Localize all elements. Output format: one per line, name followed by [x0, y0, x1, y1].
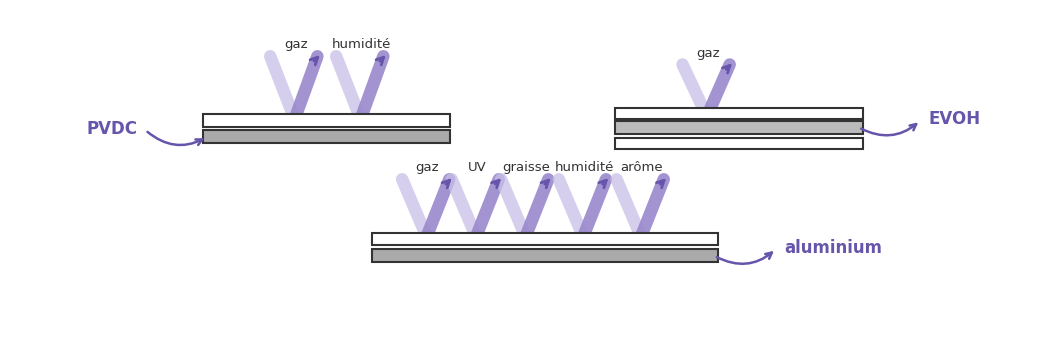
Bar — [203, 114, 450, 127]
Text: gaz: gaz — [416, 162, 439, 174]
FancyArrowPatch shape — [861, 124, 916, 135]
Bar — [615, 120, 863, 134]
FancyArrowPatch shape — [148, 132, 202, 145]
Bar — [615, 138, 863, 149]
Text: arôme: arôme — [620, 162, 663, 174]
Text: UV: UV — [468, 162, 486, 174]
Text: gaz: gaz — [284, 38, 307, 51]
Text: graisse: graisse — [502, 162, 550, 174]
Text: PVDC: PVDC — [86, 120, 137, 138]
Text: gaz: gaz — [696, 47, 719, 60]
Bar — [372, 249, 718, 262]
FancyArrowPatch shape — [717, 252, 771, 264]
Text: aluminium: aluminium — [784, 239, 882, 257]
Text: humidité: humidité — [554, 162, 614, 174]
Bar — [372, 233, 718, 245]
Text: EVOH: EVOH — [929, 110, 981, 128]
Text: humidité: humidité — [332, 38, 392, 51]
Bar — [203, 130, 450, 143]
Bar — [615, 108, 863, 119]
